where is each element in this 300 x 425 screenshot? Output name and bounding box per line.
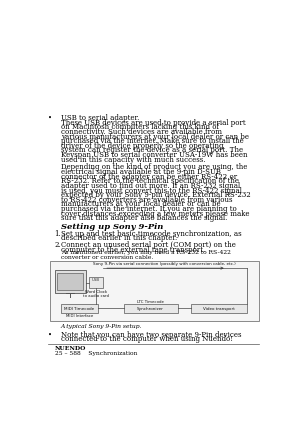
Text: is used, you must convert this to the RS-422 signal: is used, you must convert this to the RS…	[61, 187, 242, 195]
Text: to RS-422 converters are available from various: to RS-422 converters are available from …	[61, 196, 232, 204]
Text: driver of the device properly so the operating: driver of the device properly so the ope…	[61, 142, 223, 150]
Text: connectivity. Such devices are available from: connectivity. Such devices are available…	[61, 128, 222, 136]
Text: adapter used to find out more. If an RS-232 signal: adapter used to find out more. If an RS-…	[61, 182, 240, 190]
Bar	[55, 270, 86, 293]
Text: purchased via the internet. If you are planning to: purchased via the internet. If you are p…	[61, 205, 236, 213]
Text: MIDI Timecode: MIDI Timecode	[64, 307, 94, 311]
Text: various manufacturers at your local dealer or can be: various manufacturers at your local deal…	[61, 133, 249, 141]
Text: RS-232. Refer to the technical specification of the: RS-232. Refer to the technical specifica…	[61, 177, 239, 185]
Bar	[50, 261, 259, 321]
Text: Note that you can have two separate 9-Pin devices: Note that you can have two separate 9-Pi…	[61, 331, 241, 338]
Bar	[124, 304, 178, 313]
Text: Sony 9-Pin via serial connection (possibly with conversion cable, etc.): Sony 9-Pin via serial connection (possib…	[93, 262, 236, 266]
Text: Set up and test basic timecode synchronization, as: Set up and test basic timecode synchroni…	[61, 230, 242, 238]
Text: purchased via the internet. Make sure to install the: purchased via the internet. Make sure to…	[61, 137, 244, 145]
Text: Word Clock
to audio card: Word Clock to audio card	[82, 290, 109, 298]
Text: converter or conversion cable.: converter or conversion cable.	[61, 255, 153, 260]
Text: Depending on the kind of product you are using, the: Depending on the kind of product you are…	[61, 164, 247, 171]
Text: cover distances exceeding a few meters please make: cover distances exceeding a few meters p…	[61, 210, 249, 218]
Text: A typical Sony 9-Pin setup.: A typical Sony 9-Pin setup.	[61, 324, 142, 329]
Text: 1.: 1.	[55, 230, 61, 238]
Text: computer to the external tape transport.: computer to the external tape transport.	[61, 246, 205, 254]
Text: Connect an unused serial port (COM port) on the: Connect an unused serial port (COM port)…	[61, 241, 235, 249]
Text: USB to serial adapter.: USB to serial adapter.	[61, 114, 139, 122]
Text: As mentioned earlier, you may need a RS-232 to RS-422: As mentioned earlier, you may need a RS-…	[61, 250, 231, 255]
Bar	[89, 277, 103, 288]
Bar	[61, 304, 98, 313]
Text: expected by your Sony 9-pin device. External RS-232: expected by your Sony 9-pin device. Exte…	[61, 191, 250, 199]
Text: sure that this adapter also balances the signal.: sure that this adapter also balances the…	[61, 214, 227, 222]
Text: MIDI Interface: MIDI Interface	[66, 314, 93, 317]
Text: •: •	[48, 331, 52, 338]
Text: LTC Timecode: LTC Timecode	[137, 300, 164, 303]
Text: •: •	[48, 114, 52, 122]
Text: 25 – 588    Synchronization: 25 – 588 Synchronization	[55, 351, 137, 356]
Text: described earlier in this chapter.: described earlier in this chapter.	[61, 234, 177, 242]
Text: Setting up Sony 9-Pin: Setting up Sony 9-Pin	[61, 223, 163, 231]
Bar	[57, 273, 83, 290]
Text: 2.: 2.	[55, 241, 61, 249]
Bar	[191, 304, 247, 313]
Text: electrical signal available at the 9-pin D-SUB: electrical signal available at the 9-pin…	[61, 168, 220, 176]
Text: on Macintosh computers lacking this kind of: on Macintosh computers lacking this kind…	[61, 123, 219, 131]
Text: Video transport: Video transport	[203, 307, 235, 311]
Text: Synchronizer: Synchronizer	[137, 307, 164, 311]
Text: USB: USB	[92, 278, 100, 283]
Text: NUENDO: NUENDO	[55, 346, 86, 351]
Text: manufacturers at your local dealer or can be: manufacturers at your local dealer or ca…	[61, 200, 220, 208]
Text: connected to the computer when using Nuendo!: connected to the computer when using Nue…	[61, 335, 233, 343]
Text: connector of the adapter can be either RS-422 or: connector of the adapter can be either R…	[61, 173, 237, 181]
Text: system can register the device as a serial port. The: system can register the device as a seri…	[61, 147, 243, 154]
Text: Keyspan USB to serial converter USA-19W has been: Keyspan USB to serial converter USA-19W …	[61, 151, 247, 159]
Text: used in this capacity with much success.: used in this capacity with much success.	[61, 156, 205, 164]
Text: These USB devices are used to provide a serial port: These USB devices are used to provide a …	[61, 119, 245, 127]
